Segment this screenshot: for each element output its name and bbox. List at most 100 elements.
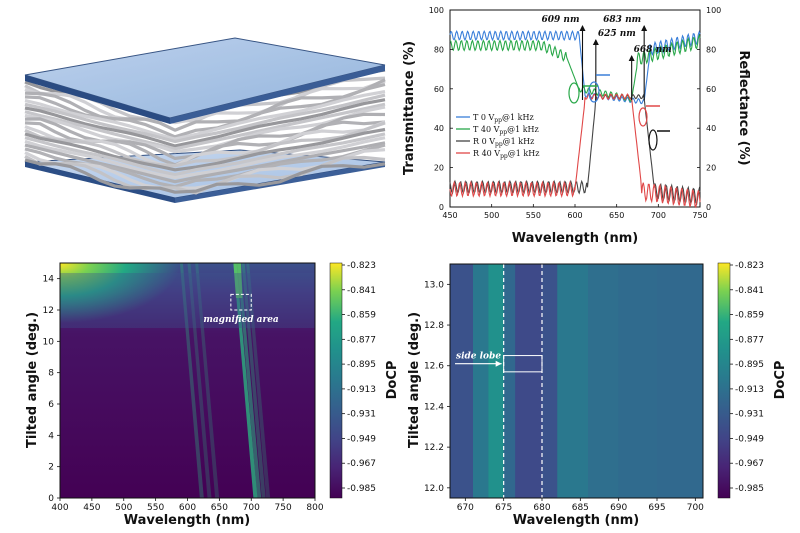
x-tick-label: 500 [115,503,132,513]
film-layer [24,82,386,139]
legend-subscript: pp [495,141,503,148]
series-marker-ellipse [588,81,600,103]
resonance-streak [179,263,204,498]
series-line-1 [449,29,701,105]
colorbar-tick-label: -0.895 [735,360,764,370]
y-tick-label-left: 20 [434,164,444,173]
y-tick-label-left: 100 [429,6,444,15]
wavelength-band [542,264,558,498]
heatmap-zoom-y-axis-title: Tilted angle (deg.) [407,312,422,448]
colorbar-tick-label: -0.859 [347,311,376,321]
film-layer [24,102,386,151]
film-layer [24,78,386,132]
series-marker-ellipse [638,107,648,127]
colorbar-full [329,262,343,499]
wavelength-band [488,264,504,498]
colorbar-zoom-label: DoCP [773,361,788,400]
wavelength-band [503,264,516,498]
colorbar-tick-label: -0.913 [347,385,376,395]
wavelength-band [515,264,542,498]
x-tick-label: 750 [692,211,707,220]
colorbar-tick-label: -0.949 [735,434,764,444]
x-tick-label: 600 [567,211,582,220]
side-lobe-arrow-head [495,360,502,367]
legend-entry: R 40 Vpp@1 kHz [473,149,539,160]
wavelength-band [657,264,703,498]
x-tick-label: 550 [526,211,541,220]
heatmap-zoom-x-axis-title: Wavelength (nm) [513,513,639,528]
heatmap-zoom: side lobe 670 675 680 685 690 695 700 12.0 12.2 1… [407,261,788,528]
y-tick-label-left: 60 [434,85,444,94]
y-tick-label-right: 60 [706,85,716,94]
legend-entry: T 0 Vpp@1 kHz [473,113,534,124]
side-lobe-box [503,355,543,373]
wavelength-annotation: 625 nm [598,29,636,39]
film-layer [24,127,386,172]
y-tick-label: 13.0 [424,280,444,290]
arrow-head [579,25,586,31]
x-tick-label: 700 [243,503,260,513]
heatmap-full-x-axis-title: Wavelength (nm) [124,513,250,528]
legend-name: R 0 V [473,137,495,146]
y-tick-label: 14 [43,275,55,285]
colorbar-tick-label: -0.823 [735,261,764,271]
y-tick-label: 0 [48,494,54,504]
y-tick-label-right: 40 [706,124,716,133]
resonance-streak [237,263,262,498]
arrow-head [628,55,635,61]
heatmap-full-y-axis-title: Tilted angle (deg.) [25,312,40,448]
x-tick-label: 690 [610,503,627,513]
colorbar-tick-label: -0.877 [735,335,764,345]
colorbar-tick-label: -0.985 [735,484,764,494]
x-tick-label: 400 [51,503,68,513]
x-tick-label: 680 [533,503,550,513]
spectrum-plot-area [449,9,701,208]
legend-suffix: @1 kHz [502,113,534,122]
y-tick-label-right: 20 [706,164,716,173]
series-line-2 [449,33,701,102]
legend-suffix: @1 kHz [508,149,540,158]
resonance-streak [246,263,271,498]
y-tick-label: 12 [43,306,54,316]
heatmap-zoom-frame [449,263,704,499]
y-tick-label: 2 [48,463,54,473]
x-tick-label: 450 [83,503,100,513]
colorbar-tick-label: -0.949 [347,434,376,444]
x-tick-label: 650 [609,211,624,220]
x-tick-label: 670 [457,503,474,513]
film-layer [24,121,386,168]
y-tick-label-left: 40 [434,124,444,133]
colorbar-tick-label: -0.823 [347,261,376,271]
wavelength-band [450,264,473,498]
legend-entry: R 0 Vpp@1 kHz [473,137,534,148]
wavelength-annotation: 609 nm [542,15,580,25]
series-line-4 [449,93,701,209]
resonance-streak [195,263,220,498]
colorbar-tick-label: -0.841 [735,286,764,296]
heatmap-full: magnified area 400 450 500 550 600 650 700 750 8… [25,261,400,528]
y-tick-label: 12.8 [424,321,444,331]
y-tick-label-right: 100 [706,6,721,15]
magnified-area-box [230,293,252,311]
x-tick-label: 750 [275,503,292,513]
colorbar-tick-label: -0.877 [347,335,376,345]
film-layer [24,105,386,154]
colorbar-tick-label: -0.913 [735,385,764,395]
y-tick-label-left: 0 [439,203,444,212]
legend-subscript: pp [499,129,507,136]
resonance-streak [241,263,266,498]
y-tick-label: 12.0 [424,484,444,494]
colorbar-tick-label: -0.985 [347,484,376,494]
x-axis-title: Wavelength (nm) [512,231,638,246]
film-layer [24,98,386,148]
wavelength-annotation: 668 nm [634,45,672,55]
x-tick-label: 685 [572,503,589,513]
x-tick-label: 450 [442,211,457,220]
colorbar-zoom [717,262,731,499]
x-tick-label: 700 [651,211,666,220]
arrow-head [641,25,648,31]
resonance-streak [233,263,258,498]
colorbar-tick-label: -0.859 [735,311,764,321]
